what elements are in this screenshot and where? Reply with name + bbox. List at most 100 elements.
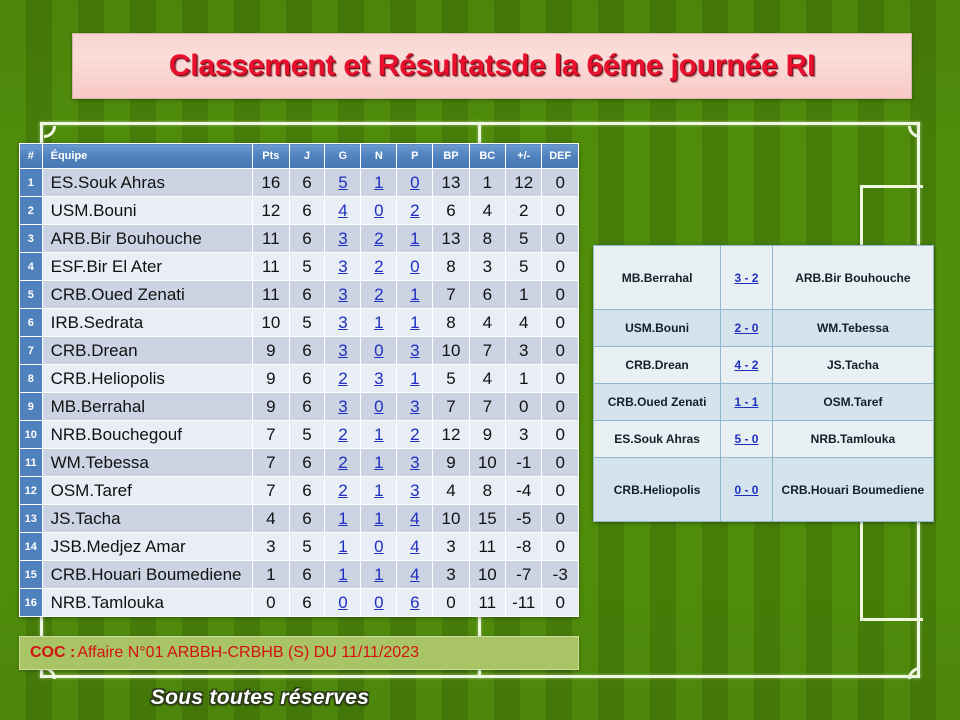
row-n[interactable]: 3 [360, 364, 398, 393]
row-p[interactable]: 4 [396, 504, 434, 533]
row-n[interactable]: 0 [360, 588, 398, 617]
row-n[interactable]: 0 [360, 392, 398, 421]
row-g[interactable]: 3 [324, 252, 362, 281]
row-n[interactable]: 1 [360, 448, 398, 477]
row-p[interactable]: 3 [396, 392, 434, 421]
table-row: 12 OSM.Taref 7 6 2 1 3 4 8 -4 0 [19, 476, 579, 505]
row-p[interactable]: 1 [396, 364, 434, 393]
row-team-name: CRB.Drean [41, 336, 254, 365]
list-item: USM.Bouni 2 - 0 WM.Tebessa [592, 309, 935, 347]
row-j: 6 [288, 560, 326, 589]
row-n[interactable]: 1 [360, 476, 398, 505]
row-n[interactable]: 1 [360, 504, 398, 533]
col-header-p: P [396, 143, 434, 169]
row-n[interactable]: 1 [360, 420, 398, 449]
table-row: 5 CRB.Oued Zenati 11 6 3 2 1 7 6 1 0 [19, 280, 579, 309]
row-p[interactable]: 0 [396, 168, 434, 197]
row-n[interactable]: 0 [360, 196, 398, 225]
row-diff: 0 [504, 392, 543, 421]
row-bc: 10 [468, 448, 506, 477]
row-pts: 11 [252, 252, 290, 281]
row-j: 6 [288, 476, 326, 505]
row-j: 6 [288, 168, 326, 197]
match-away-team: CRB.Houari Boumediene [771, 457, 935, 522]
row-n[interactable]: 0 [360, 336, 398, 365]
row-n[interactable]: 1 [360, 560, 398, 589]
row-pts: 3 [252, 532, 290, 561]
row-def: 0 [541, 392, 579, 421]
row-n[interactable]: 2 [360, 280, 398, 309]
row-n[interactable]: 2 [360, 252, 398, 281]
row-n[interactable]: 2 [360, 224, 398, 253]
row-team-name: JS.Tacha [41, 504, 254, 533]
match-score[interactable]: 2 - 0 [720, 309, 773, 347]
row-p[interactable]: 2 [396, 420, 434, 449]
row-p[interactable]: 3 [396, 448, 434, 477]
row-n[interactable]: 1 [360, 308, 398, 337]
footer-disclaimer: Sous toutes réserves [150, 686, 370, 709]
row-g[interactable]: 3 [324, 392, 362, 421]
row-p[interactable]: 1 [396, 224, 434, 253]
row-g[interactable]: 1 [324, 504, 362, 533]
row-def: 0 [541, 476, 579, 505]
table-row: 16 NRB.Tamlouka 0 6 0 0 6 0 11 -11 0 [19, 588, 579, 617]
match-score[interactable]: 0 - 0 [720, 457, 773, 522]
row-g[interactable]: 3 [324, 308, 362, 337]
row-p[interactable]: 6 [396, 588, 434, 617]
row-rank: 4 [19, 252, 43, 281]
row-p[interactable]: 3 [396, 336, 434, 365]
row-p[interactable]: 1 [396, 280, 434, 309]
row-def: 0 [541, 532, 579, 561]
table-row: 15 CRB.Houari Boumediene 1 6 1 1 4 3 10 -7 -3 [19, 560, 579, 589]
col-header-def: DEF [541, 143, 579, 169]
row-p[interactable]: 0 [396, 252, 434, 281]
row-g[interactable]: 2 [324, 420, 362, 449]
row-g[interactable]: 2 [324, 364, 362, 393]
col-header-n: N [360, 143, 398, 169]
row-bc: 7 [468, 336, 506, 365]
match-score[interactable]: 3 - 2 [720, 245, 773, 310]
row-team-name: WM.Tebessa [41, 448, 254, 477]
row-bp: 0 [432, 588, 470, 617]
row-g[interactable]: 1 [324, 560, 362, 589]
row-p[interactable]: 3 [396, 476, 434, 505]
row-g[interactable]: 4 [324, 196, 362, 225]
row-g[interactable]: 0 [324, 588, 362, 617]
col-header-team: Équipe [41, 143, 254, 169]
row-pts: 10 [252, 308, 290, 337]
row-g[interactable]: 3 [324, 224, 362, 253]
row-def: 0 [541, 196, 579, 225]
row-g[interactable]: 1 [324, 532, 362, 561]
row-g[interactable]: 2 [324, 476, 362, 505]
match-score[interactable]: 4 - 2 [720, 346, 773, 384]
row-bc: 4 [468, 308, 506, 337]
row-j: 5 [288, 532, 326, 561]
row-g[interactable]: 5 [324, 168, 362, 197]
row-g[interactable]: 2 [324, 448, 362, 477]
row-g[interactable]: 3 [324, 280, 362, 309]
row-p[interactable]: 1 [396, 308, 434, 337]
row-rank: 14 [19, 532, 43, 561]
row-p[interactable]: 4 [396, 532, 434, 561]
coc-banner: COC : Affaire N°01 ARBBH-CRBHB (S) DU 11… [19, 636, 579, 670]
row-j: 6 [288, 280, 326, 309]
row-diff: 2 [504, 196, 543, 225]
table-row: 8 CRB.Heliopolis 9 6 2 3 1 5 4 1 0 [19, 364, 579, 393]
row-pts: 7 [252, 476, 290, 505]
row-bp: 9 [432, 448, 470, 477]
table-row: 11 WM.Tebessa 7 6 2 1 3 9 10 -1 0 [19, 448, 579, 477]
row-g[interactable]: 3 [324, 336, 362, 365]
row-def: -3 [541, 560, 579, 589]
row-p[interactable]: 4 [396, 560, 434, 589]
row-n[interactable]: 0 [360, 532, 398, 561]
row-p[interactable]: 2 [396, 196, 434, 225]
row-rank: 11 [19, 448, 43, 477]
row-bp: 10 [432, 336, 470, 365]
match-home-team: USM.Bouni [592, 309, 722, 347]
match-score[interactable]: 5 - 0 [720, 420, 773, 458]
match-score[interactable]: 1 - 1 [720, 383, 773, 421]
row-diff: -11 [504, 588, 543, 617]
row-team-name: NRB.Tamlouka [41, 588, 254, 617]
row-n[interactable]: 1 [360, 168, 398, 197]
